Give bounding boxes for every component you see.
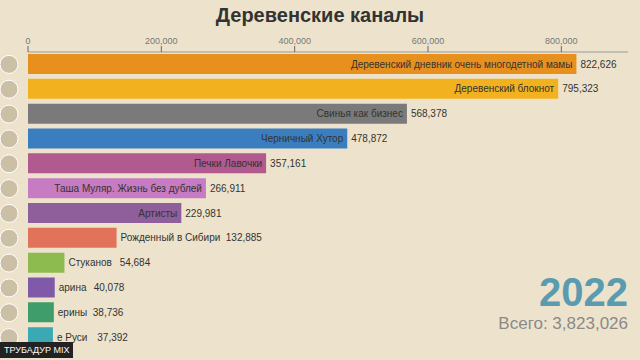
- svg-text:арина: арина: [59, 282, 87, 293]
- html-text:2022: 2022: [539, 270, 628, 314]
- svg-text:568,378: 568,378: [411, 108, 448, 119]
- svg-text:Печки Лавочки: Печки Лавочки: [194, 158, 262, 169]
- svg-text:800,000: 800,000: [545, 36, 578, 46]
- svg-text:400,000: 400,000: [278, 36, 311, 46]
- svg-text:38,736: 38,736: [93, 307, 124, 318]
- html-text:Всего: 3,823,026: Всего: 3,823,026: [498, 314, 628, 333]
- svg-text:132,885: 132,885: [226, 232, 263, 243]
- svg-text:Деревенский блокнот: Деревенский блокнот: [455, 83, 555, 94]
- svg-text:Таша Муляр. Жизнь без дублей: Таша Муляр. Жизнь без дублей: [54, 183, 202, 194]
- svg-text:266,911: 266,911: [210, 183, 246, 194]
- svg-text:Черничный Хутор: Черничный Хутор: [261, 133, 344, 144]
- svg-text:478,872: 478,872: [351, 133, 388, 144]
- svg-text:40,078: 40,078: [94, 282, 125, 293]
- html-text:Деревенские каналы: Деревенские каналы: [215, 4, 425, 26]
- svg-text:822,626: 822,626: [580, 59, 617, 70]
- svg-text:0: 0: [25, 36, 30, 46]
- svg-text:Свинья как бизнес: Свинья как бизнес: [317, 108, 403, 119]
- html-text:ТРУБАДУР MIX: ТРУБАДУР MIX: [4, 345, 70, 355]
- svg-text:600,000: 600,000: [412, 36, 445, 46]
- svg-text:Артисты: Артисты: [138, 208, 177, 219]
- svg-text:Рожденный в Сибири: Рожденный в Сибири: [121, 232, 221, 243]
- svg-text:ерины: ерины: [58, 307, 87, 318]
- svg-text:200,000: 200,000: [145, 36, 178, 46]
- svg-text:229,981: 229,981: [185, 208, 222, 219]
- svg-text:357,161: 357,161: [270, 158, 307, 169]
- svg-text:54,684: 54,684: [120, 257, 151, 268]
- svg-text:Деревенский дневник очень мног: Деревенский дневник очень многодетной ма…: [351, 59, 573, 70]
- svg-text:37,392: 37,392: [97, 332, 128, 343]
- svg-text:е Руси: е Руси: [56, 331, 88, 343]
- svg-text:Стуканов: Стуканов: [68, 257, 111, 268]
- svg-text:795,323: 795,323: [562, 83, 599, 94]
